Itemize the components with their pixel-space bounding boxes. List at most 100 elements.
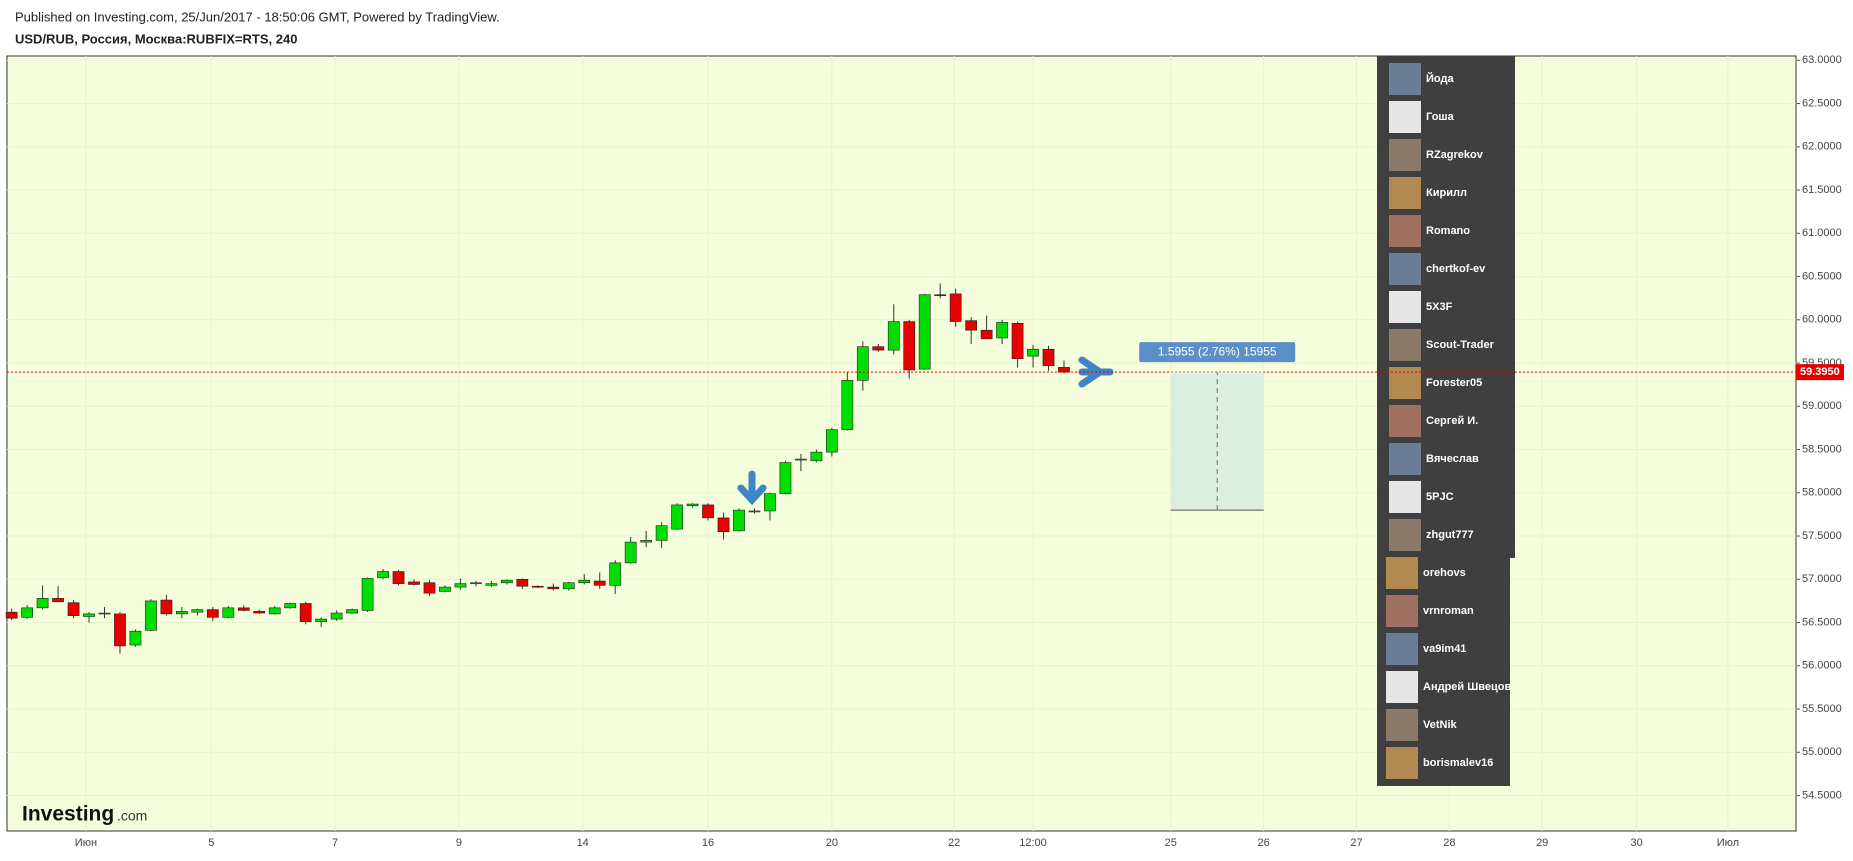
- y-tick-label: 61.5000: [1802, 184, 1842, 196]
- user-name: Сергей И.: [1426, 415, 1478, 427]
- avatar: [1389, 177, 1421, 209]
- candle-body: [624, 541, 637, 564]
- candle-body: [222, 607, 235, 618]
- candle-body: [176, 611, 188, 615]
- y-tick-label: 59.0000: [1802, 400, 1842, 412]
- candle-body: [516, 578, 529, 587]
- avatar: [1389, 101, 1421, 133]
- x-tick-label: 16: [702, 837, 714, 849]
- candle-body: [547, 586, 560, 590]
- candle-body: [454, 583, 467, 588]
- user-name: Йода: [1426, 72, 1454, 85]
- user-name: Андрей Швецов: [1423, 681, 1511, 693]
- candle-body: [439, 586, 451, 592]
- candle-body: [470, 582, 482, 585]
- avatar: [1386, 671, 1418, 703]
- avatar: [1386, 557, 1418, 589]
- x-tick-label: 20: [826, 837, 838, 849]
- x-tick-label: 12:00: [1019, 837, 1047, 849]
- candle-body: [965, 320, 978, 331]
- avatar: [1389, 139, 1421, 171]
- candle-body: [392, 571, 405, 584]
- user-name: borismalev16: [1423, 757, 1493, 769]
- candle-body: [531, 585, 544, 588]
- avatar: [1389, 443, 1421, 475]
- user-name: Romano: [1426, 225, 1470, 237]
- candle-body: [810, 451, 823, 462]
- x-tick-label: 5: [208, 837, 214, 849]
- candle-body: [779, 462, 792, 494]
- candle-body: [145, 600, 157, 631]
- logo: Investing: [22, 803, 114, 826]
- candle-body: [346, 609, 358, 614]
- x-tick-label: Июл: [1717, 837, 1739, 849]
- y-tick-label: 62.0000: [1802, 141, 1842, 153]
- candle-body: [795, 458, 807, 461]
- candle-body: [903, 321, 916, 371]
- candle-body: [872, 346, 885, 351]
- avatar: [1386, 595, 1418, 627]
- x-tick-label: 29: [1536, 837, 1548, 849]
- user-name: va9im41: [1423, 643, 1466, 655]
- candle-body: [330, 612, 343, 620]
- candle-body: [764, 493, 776, 512]
- candle-body: [609, 562, 622, 586]
- candle-body: [268, 607, 281, 615]
- y-tick-label: 56.0000: [1802, 660, 1842, 672]
- candle-body: [918, 294, 931, 370]
- y-tick-label: 58.0000: [1802, 487, 1842, 499]
- candle-body: [934, 294, 947, 297]
- user-name: 5PJC: [1426, 491, 1454, 503]
- user-name: 5X3F: [1426, 301, 1453, 313]
- x-tick-label: 27: [1350, 837, 1362, 849]
- y-tick-label: 54.5000: [1802, 789, 1842, 801]
- avatar: [1389, 481, 1421, 513]
- candle-body: [361, 578, 374, 611]
- candle-body: [485, 583, 498, 586]
- avatar: [1389, 329, 1421, 361]
- users-panel: Йода Гоша RZagrekov Кирилл Romano chertkof-ev…: [1377, 56, 1515, 786]
- candles: [5, 283, 1070, 654]
- y-tick-label: 58.5000: [1802, 443, 1842, 455]
- down-arrow: [737, 470, 767, 506]
- user-name: Гоша: [1426, 111, 1455, 123]
- user-name: Scout-Trader: [1426, 339, 1495, 351]
- candle-body: [841, 380, 854, 430]
- candle-body: [129, 630, 142, 646]
- avatar: [1389, 63, 1421, 95]
- plot-area: [6, 55, 1797, 832]
- user-name: Кирилл: [1426, 187, 1467, 199]
- candle-body: [253, 611, 266, 614]
- y-tick-label: 61.0000: [1802, 227, 1842, 239]
- candle-body: [299, 603, 312, 622]
- candle-body: [562, 582, 575, 590]
- measure-label-bg: [1139, 342, 1296, 363]
- x-tick-label: 14: [577, 837, 589, 849]
- logo-suffix: .com: [117, 808, 147, 824]
- published-note: Published on Investing.com, 25/Jun/2017 …: [15, 9, 500, 24]
- user-name: chertkof-ev: [1426, 263, 1486, 275]
- candle-body: [114, 613, 126, 647]
- user-name: orehovs: [1423, 567, 1466, 579]
- candle-body: [1058, 367, 1070, 373]
- candle-body: [1027, 348, 1039, 357]
- candle-body: [191, 609, 204, 613]
- avatar: [1389, 253, 1421, 285]
- user-name: RZagrekov: [1426, 149, 1484, 161]
- candle-body: [1042, 348, 1055, 366]
- candle-body: [856, 346, 869, 381]
- x-tick-label: 30: [1630, 837, 1642, 849]
- candle-body: [748, 510, 761, 513]
- user-name: zhgut777: [1426, 529, 1474, 541]
- y-tick-label: 55.0000: [1802, 746, 1842, 758]
- candle-body: [206, 609, 219, 618]
- candle-body: [5, 611, 18, 619]
- last-price-box: [1796, 364, 1844, 381]
- avatar: [1389, 405, 1421, 437]
- candle-body: [237, 607, 250, 611]
- x-tick-label: 7: [332, 837, 338, 849]
- candle-body: [408, 581, 420, 585]
- candle-body: [593, 580, 606, 586]
- avatar: [1386, 747, 1418, 779]
